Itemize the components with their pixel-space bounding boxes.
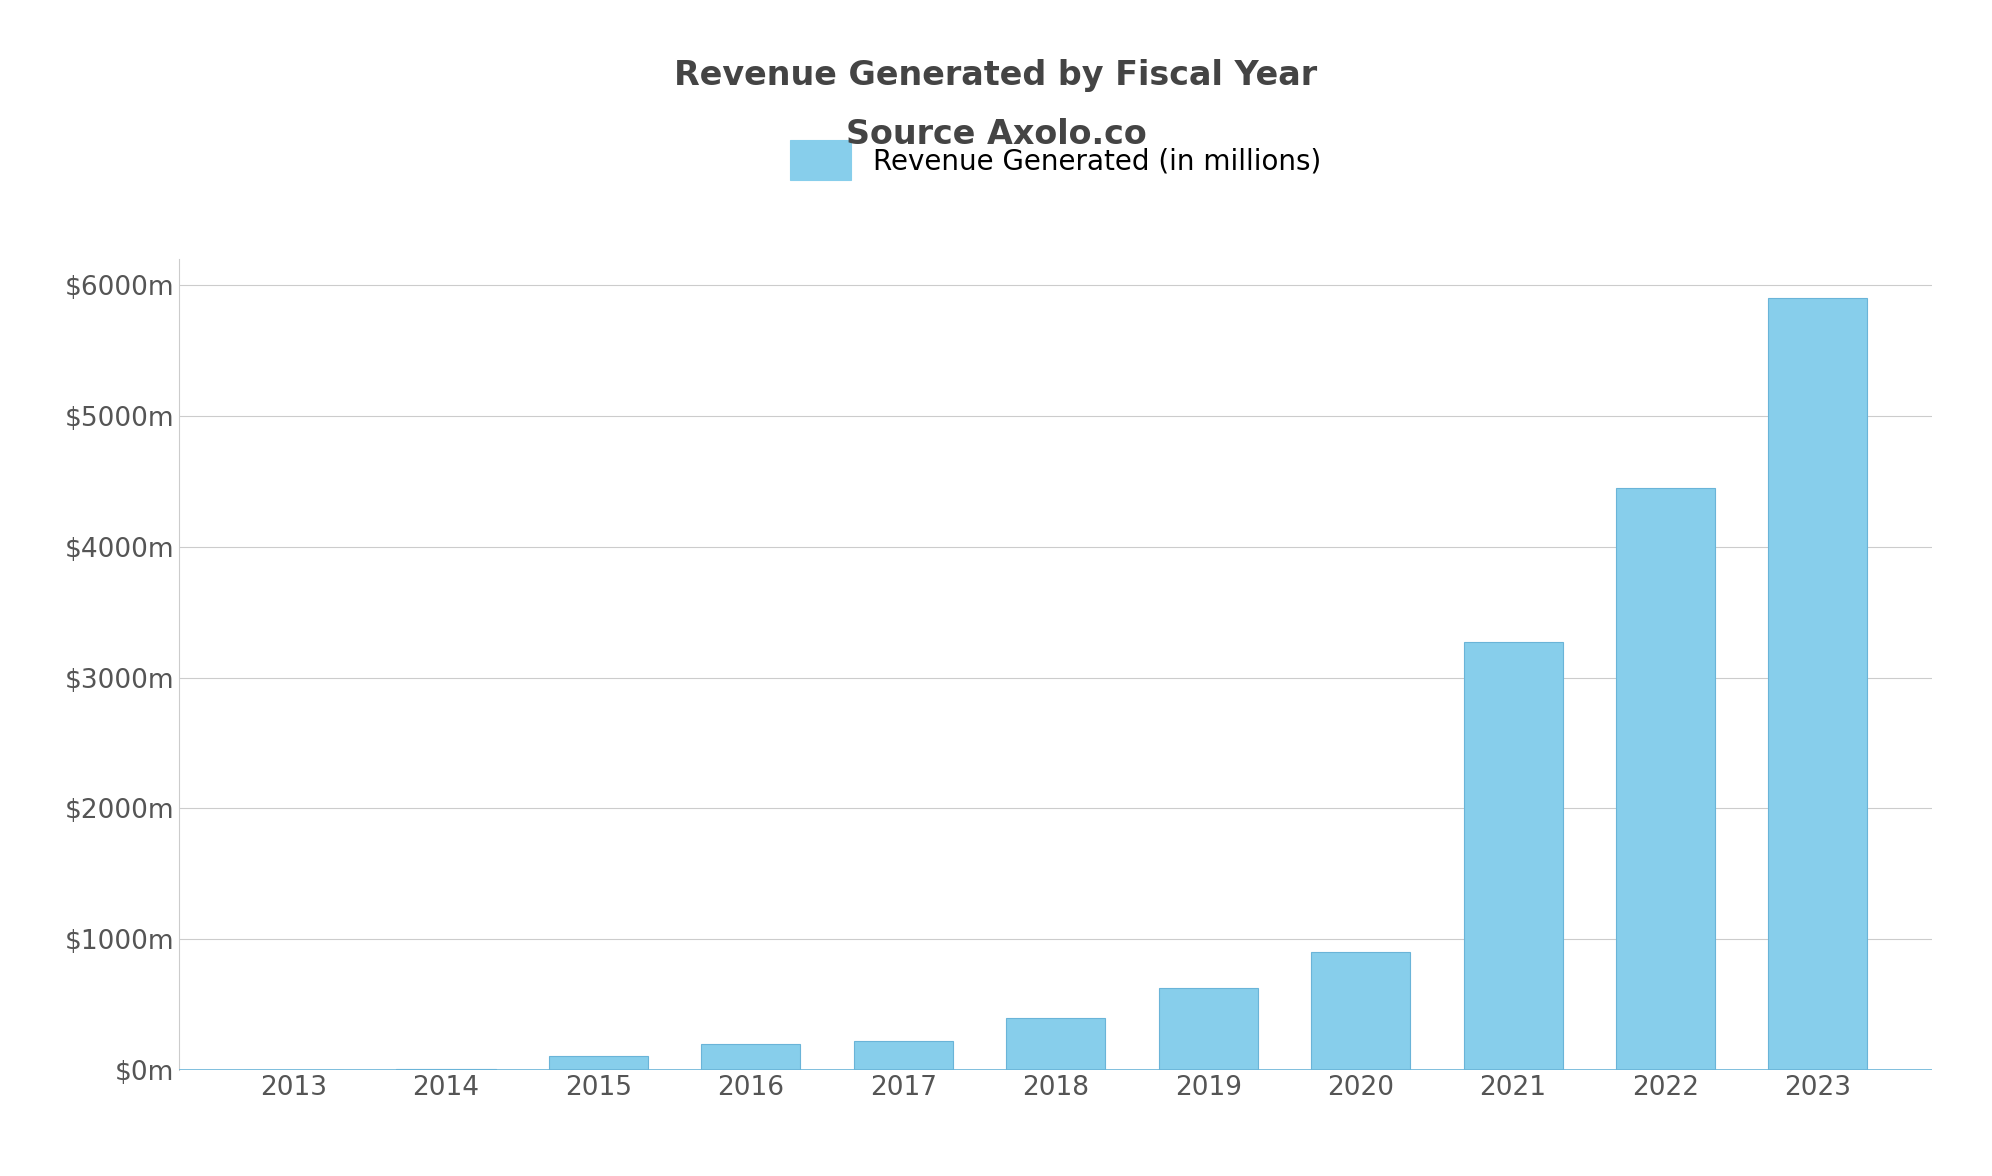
Text: Revenue Generated by Fiscal Year: Revenue Generated by Fiscal Year (675, 59, 1317, 92)
Bar (1159, 988, 1257, 1070)
Bar (550, 1056, 647, 1070)
Bar (1769, 298, 1867, 1070)
Bar (396, 1069, 496, 1070)
Bar (855, 1042, 952, 1070)
Legend: Revenue Generated (in millions): Revenue Generated (in millions) (777, 127, 1335, 194)
Bar (1311, 953, 1410, 1070)
Bar (1006, 1017, 1106, 1070)
Text: Source Axolo.co: Source Axolo.co (847, 118, 1145, 151)
Bar (1616, 488, 1715, 1070)
Bar (701, 1044, 801, 1070)
Bar (1464, 642, 1562, 1070)
